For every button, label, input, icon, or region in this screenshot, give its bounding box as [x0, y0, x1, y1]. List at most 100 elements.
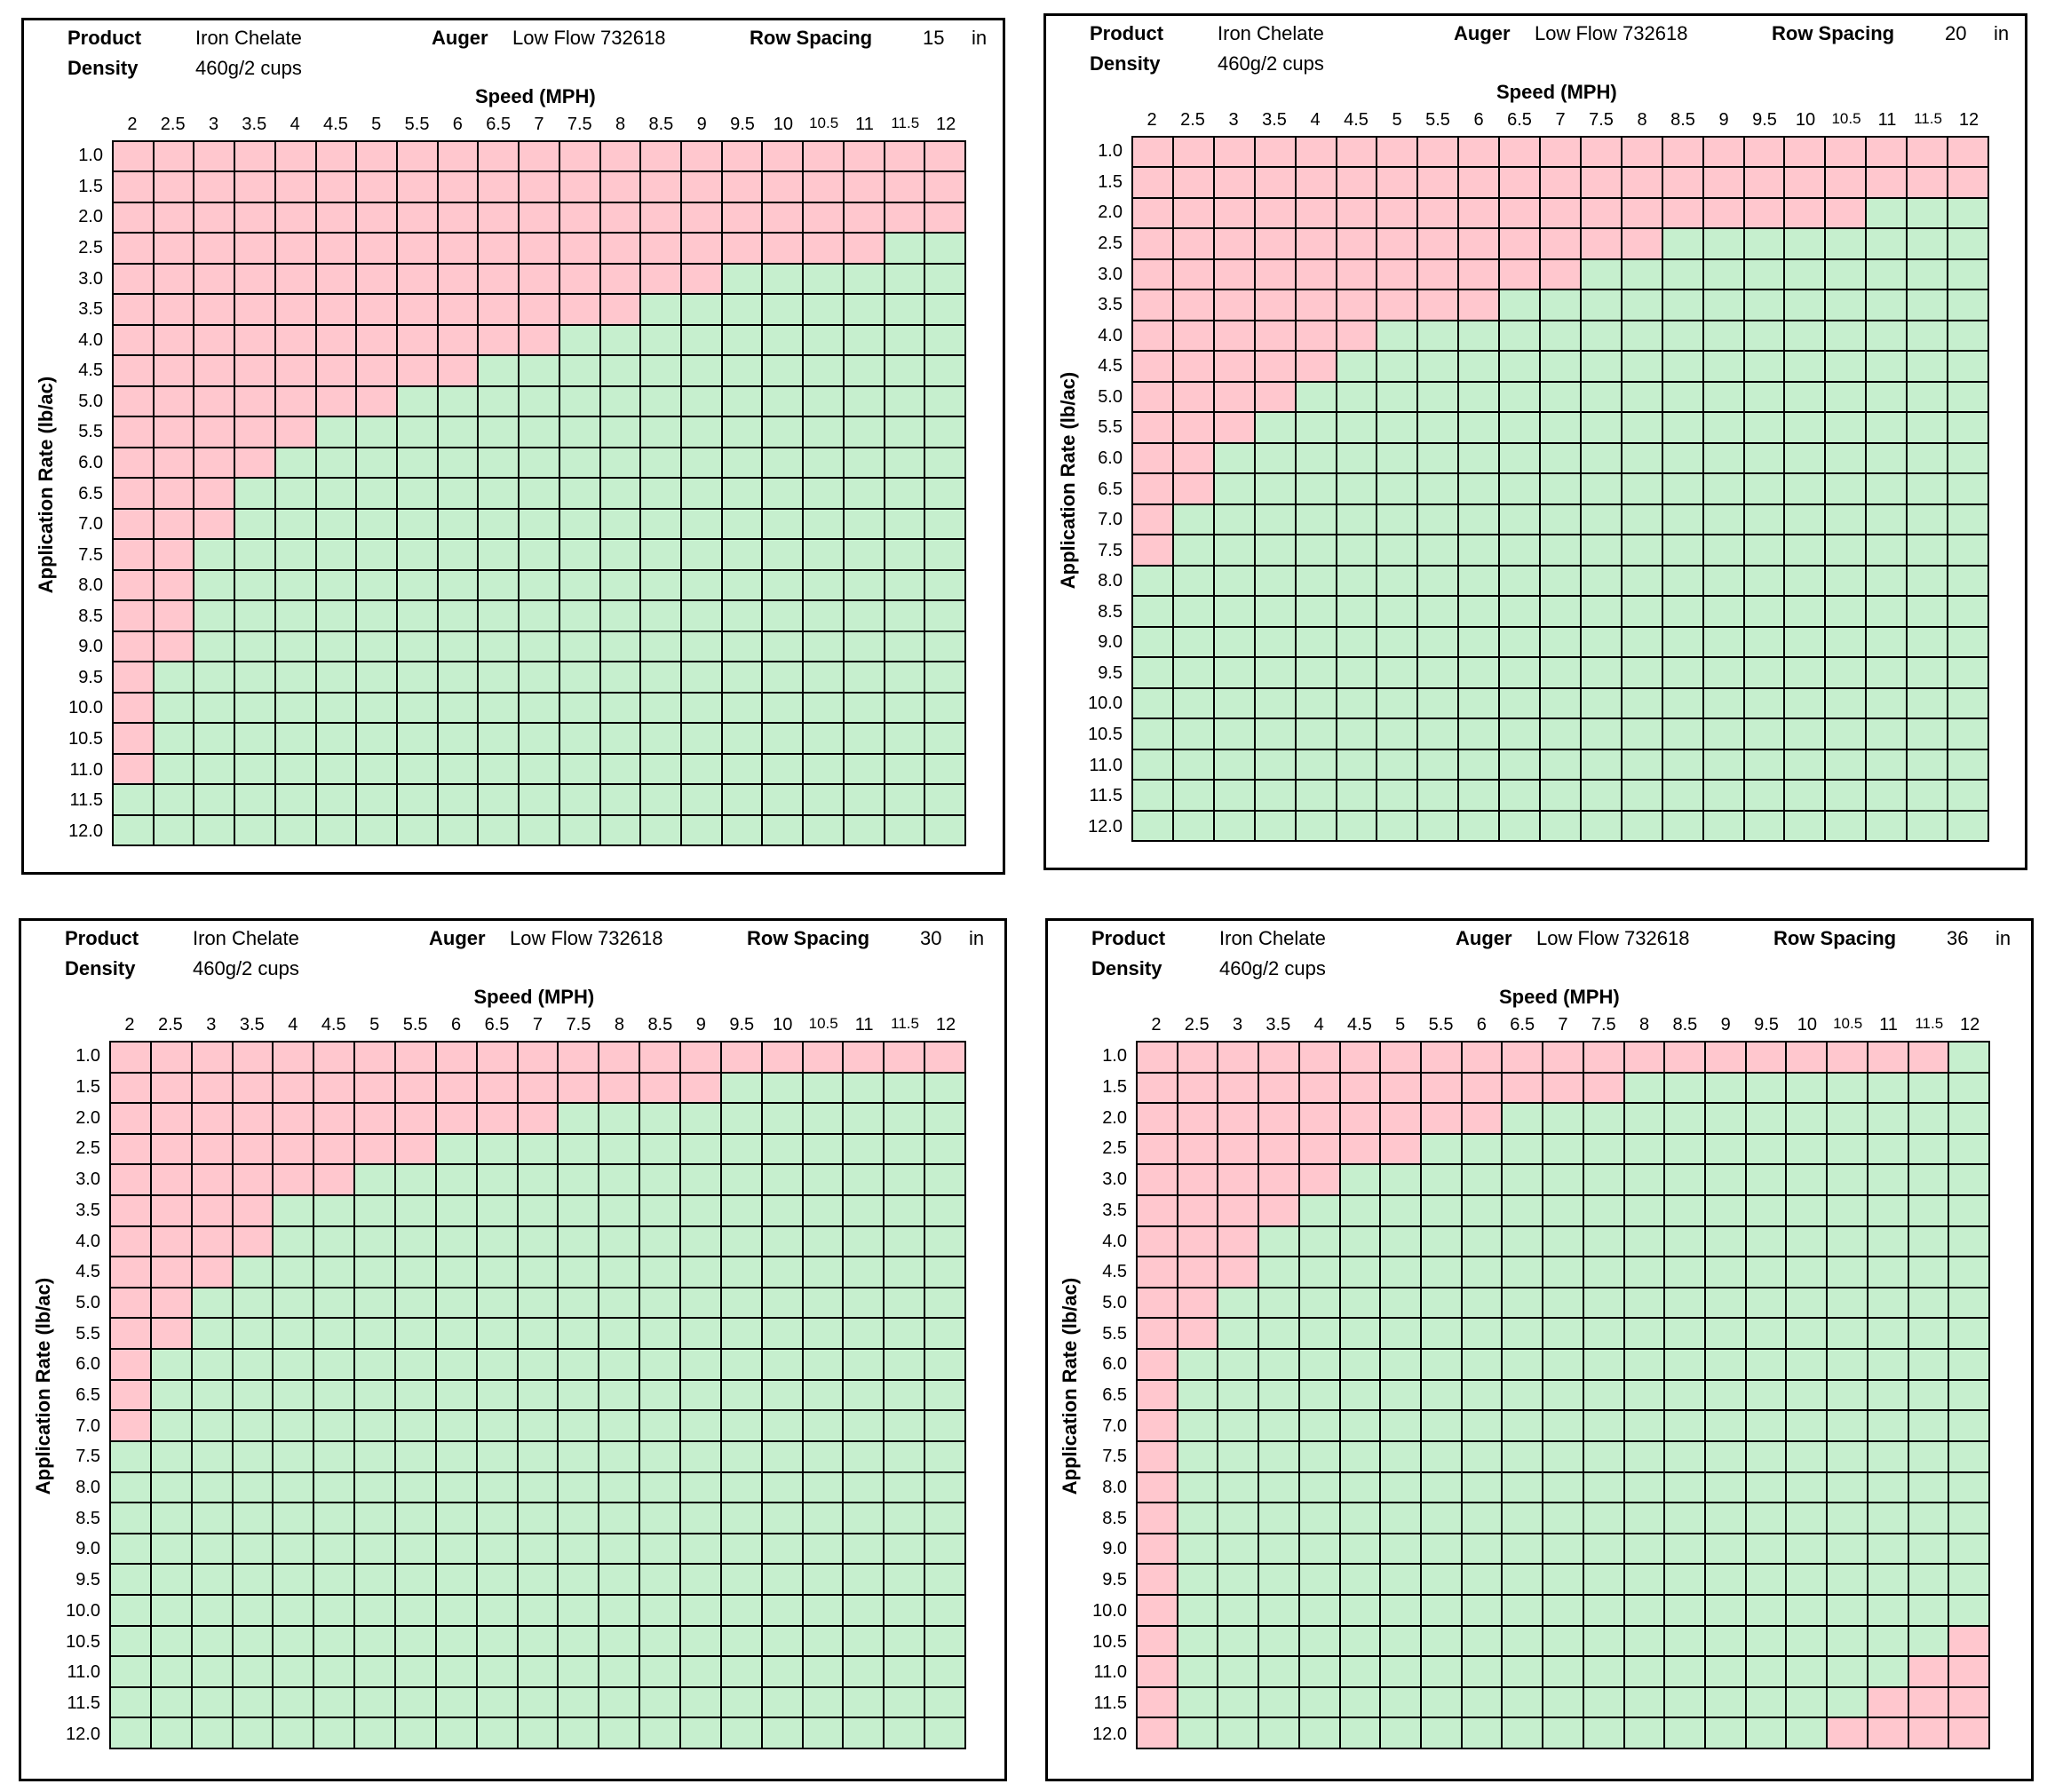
cell-ok [1665, 1073, 1706, 1105]
cell-ok [477, 1165, 519, 1197]
cell-ok [722, 540, 764, 571]
cell-ok [1867, 290, 1908, 321]
cell-ok [1787, 1687, 1829, 1719]
cell-exceeds [438, 234, 480, 265]
cell-ok [803, 1441, 845, 1473]
cell-ok [1418, 627, 1460, 659]
speed-tick: 4 [288, 1015, 298, 1035]
rate-tick: 4.5 [1098, 356, 1123, 377]
cell-ok [682, 815, 723, 846]
cell-ok [1744, 321, 1786, 353]
cell-ok [1459, 781, 1501, 812]
cell-ok [925, 325, 966, 357]
cell-ok [1703, 597, 1745, 628]
cell-ok [599, 1441, 641, 1473]
x-axis-title: Speed (MPH) [473, 986, 595, 1008]
cell-ok [1826, 597, 1868, 628]
rate-tick: 2.0 [1102, 1107, 1127, 1128]
cell-ok [1583, 1472, 1625, 1504]
cell-ok [1828, 1687, 1868, 1719]
row-spacing-unit: in [1994, 22, 2010, 44]
cell-ok [681, 1257, 722, 1288]
cell-exceeds [1337, 259, 1378, 291]
cell-ok [1706, 1196, 1747, 1227]
cell-exceeds [1296, 138, 1337, 169]
speed-tick: 7.5 [566, 1015, 591, 1035]
cell-ok [1299, 1472, 1341, 1504]
cell-ok [885, 1350, 926, 1381]
cell-ok [925, 1073, 966, 1105]
cell-ok [1826, 504, 1868, 536]
product-value: Iron Chelate [1218, 22, 1324, 44]
cell-ok [479, 479, 520, 510]
cell-ok [559, 1687, 600, 1719]
cell-ok [559, 1657, 600, 1688]
cell-ok [1908, 474, 1949, 505]
cell-exceeds [1173, 321, 1215, 353]
cell-ok [477, 1350, 519, 1381]
cell-ok [398, 785, 439, 816]
cell-ok [1299, 1288, 1341, 1320]
cell-ok [1583, 1626, 1625, 1658]
cell-ok [1787, 1257, 1829, 1288]
cell-ok [600, 693, 642, 725]
cell-ok [1381, 1226, 1422, 1258]
cell-ok [154, 754, 195, 786]
cell-ok [1744, 504, 1786, 536]
cell-ok [722, 325, 764, 357]
cell-ok [804, 601, 845, 632]
cell-exceeds [1138, 1687, 1178, 1719]
row-spacing-value: 20 [1945, 22, 1967, 44]
cell-exceeds [1459, 198, 1501, 230]
cell-ok [925, 1657, 966, 1688]
cell-ok [885, 1534, 926, 1566]
cell-ok [1744, 781, 1786, 812]
cell-ok [1133, 566, 1174, 598]
cell-exceeds [1133, 198, 1174, 230]
cell-ok [192, 1565, 234, 1596]
cell-ok [151, 1441, 193, 1473]
cell-ok [274, 1534, 315, 1566]
speed-tick: 4.5 [1347, 1015, 1372, 1035]
cell-ok [1459, 566, 1501, 598]
density-label: Density [1090, 52, 1161, 75]
cell-ok [1340, 1196, 1382, 1227]
cell-ok [599, 1687, 641, 1719]
cell-ok [804, 448, 845, 480]
cell-exceeds [1178, 1104, 1219, 1135]
cell-ok [1500, 719, 1542, 750]
speed-tick: 2.5 [160, 115, 186, 134]
cell-ok [1908, 1441, 1950, 1473]
cell-exceeds [314, 1165, 356, 1197]
cell-ok [640, 1350, 681, 1381]
cell-ok [844, 754, 885, 786]
cell-ok [1214, 719, 1256, 750]
speed-tick: 6.5 [1510, 1015, 1535, 1035]
cell-ok [1908, 535, 1949, 567]
cell-ok [1218, 1534, 1260, 1566]
cell-ok [885, 1472, 926, 1504]
cell-ok [194, 540, 236, 571]
cell-exceeds [151, 1257, 193, 1288]
cell-exceeds [1214, 229, 1256, 260]
cell-ok [1787, 1657, 1829, 1688]
rate-tick: 1.0 [1102, 1046, 1127, 1066]
rate-tick: 2.5 [1102, 1138, 1127, 1159]
cell-exceeds [1500, 168, 1542, 199]
cell-exceeds [114, 509, 155, 541]
cell-exceeds [114, 448, 155, 480]
cell-exceeds [1337, 168, 1378, 199]
cell-exceeds [1703, 138, 1745, 169]
cell-ok [1381, 1626, 1422, 1658]
cell-ok [355, 1350, 396, 1381]
cell-ok [763, 693, 805, 725]
cell-ok [721, 1626, 763, 1658]
cell-exceeds [722, 234, 764, 265]
cell-exceeds [1138, 1165, 1178, 1197]
cell-ok [1133, 688, 1174, 720]
cell-ok [559, 448, 601, 480]
cell-exceeds [154, 417, 195, 448]
cell-ok [355, 1472, 396, 1504]
cell-exceeds [1867, 138, 1908, 169]
cell-ok [314, 1380, 356, 1412]
